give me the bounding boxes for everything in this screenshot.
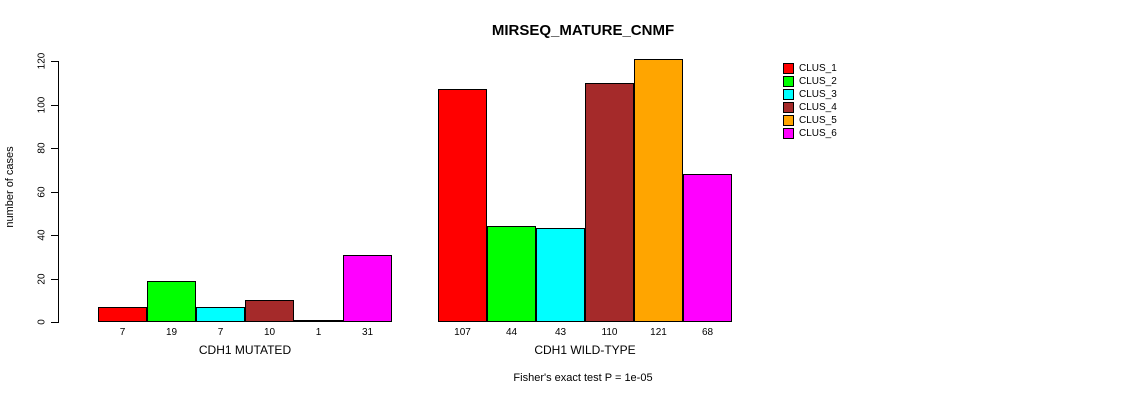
y-axis-tick <box>51 279 58 280</box>
bar-value-label: 7 <box>217 327 224 338</box>
bar-clus_6-mutated <box>343 255 392 322</box>
bar-clus_2-mutated <box>147 281 196 322</box>
bar-value-label: 68 <box>701 327 714 338</box>
legend-swatch-clus_5 <box>783 115 794 126</box>
y-axis-tick <box>51 322 58 323</box>
legend-item-clus_6: CLUS_6 <box>783 127 837 140</box>
legend-label: CLUS_6 <box>799 128 837 139</box>
bar-clus_5-wild-type <box>634 59 683 322</box>
y-axis-tick-label: 20 <box>36 273 48 285</box>
legend-label: CLUS_2 <box>799 76 837 87</box>
bar-clus_3-mutated <box>196 307 245 322</box>
legend-label: CLUS_4 <box>799 102 837 113</box>
chart-title: MIRSEQ_MATURE_CNMF <box>491 22 675 39</box>
bar-value-label: 7 <box>119 327 126 338</box>
x-group-label: CDH1 WILD-TYPE <box>534 343 636 357</box>
bar-clus_3-wild-type <box>536 228 585 322</box>
y-axis-tick-label: 40 <box>36 229 48 241</box>
legend-label: CLUS_5 <box>799 115 837 126</box>
x-group-label: CDH1 MUTATED <box>198 343 292 357</box>
bar-value-label: 19 <box>165 327 178 338</box>
y-axis-tick <box>51 61 58 62</box>
y-axis-tick <box>51 192 58 193</box>
legend-label: CLUS_1 <box>799 63 837 74</box>
legend-item-clus_1: CLUS_1 <box>783 62 837 75</box>
y-axis-tick <box>51 235 58 236</box>
y-axis-line <box>58 61 59 323</box>
bar-value-label: 121 <box>650 327 667 338</box>
bar-value-label: 107 <box>454 327 471 338</box>
legend-item-clus_2: CLUS_2 <box>783 75 837 88</box>
y-axis-tick-label: 80 <box>36 142 48 154</box>
legend-item-clus_4: CLUS_4 <box>783 101 837 114</box>
bar-clus_4-mutated <box>245 300 294 322</box>
legend-label: CLUS_3 <box>799 89 837 100</box>
bar-value-label: 31 <box>361 327 374 338</box>
legend-swatch-clus_4 <box>783 102 794 113</box>
bar-value-label: 44 <box>505 327 518 338</box>
bar-clus_1-wild-type <box>438 89 487 322</box>
legend-swatch-clus_3 <box>783 89 794 100</box>
bar-clus_1-mutated <box>98 307 147 322</box>
bar-value-label: 1 <box>315 327 322 338</box>
y-axis-tick <box>51 105 58 106</box>
legend-swatch-clus_6 <box>783 128 794 139</box>
bar-clus_6-wild-type <box>683 174 732 322</box>
bar-value-label: 110 <box>601 327 618 338</box>
y-axis-tick <box>51 148 58 149</box>
y-axis-tick-label: 100 <box>36 96 48 114</box>
bar-clus_4-wild-type <box>585 83 634 322</box>
y-axis-tick-label: 120 <box>36 52 48 70</box>
y-axis-label: number of cases <box>4 146 16 228</box>
y-axis-tick-label: 0 <box>36 319 48 325</box>
legend-item-clus_3: CLUS_3 <box>783 88 837 101</box>
bar-clus_2-wild-type <box>487 226 536 322</box>
bar-value-label: 43 <box>554 327 567 338</box>
y-axis-tick-label: 60 <box>36 186 48 198</box>
legend-swatch-clus_2 <box>783 76 794 87</box>
annotation-text: Fisher's exact test P = 1e-05 <box>513 372 653 384</box>
legend-swatch-clus_1 <box>783 63 794 74</box>
bar-clus_5-mutated <box>294 320 343 322</box>
bar-value-label: 10 <box>263 327 276 338</box>
legend-item-clus_5: CLUS_5 <box>783 114 837 127</box>
